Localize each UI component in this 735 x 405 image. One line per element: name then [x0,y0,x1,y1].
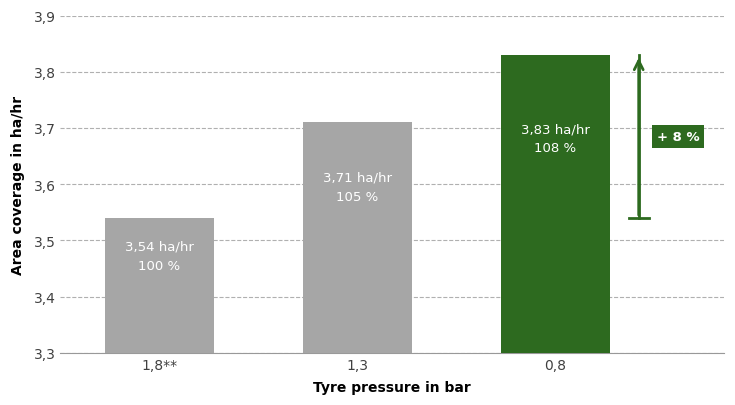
Text: 3,83 ha/hr
108 %: 3,83 ha/hr 108 % [521,123,590,155]
Bar [501,56,610,353]
Text: 3,54 ha/hr
100 %: 3,54 ha/hr 100 % [125,240,194,272]
Text: 3,71 ha/hr
105 %: 3,71 ha/hr 105 % [323,171,392,203]
Y-axis label: Area coverage in ha/hr: Area coverage in ha/hr [11,95,25,274]
Bar [303,123,412,353]
Bar [105,218,214,353]
X-axis label: Tyre pressure in bar: Tyre pressure in bar [313,380,471,394]
Text: + 8 %: + 8 % [657,130,700,143]
